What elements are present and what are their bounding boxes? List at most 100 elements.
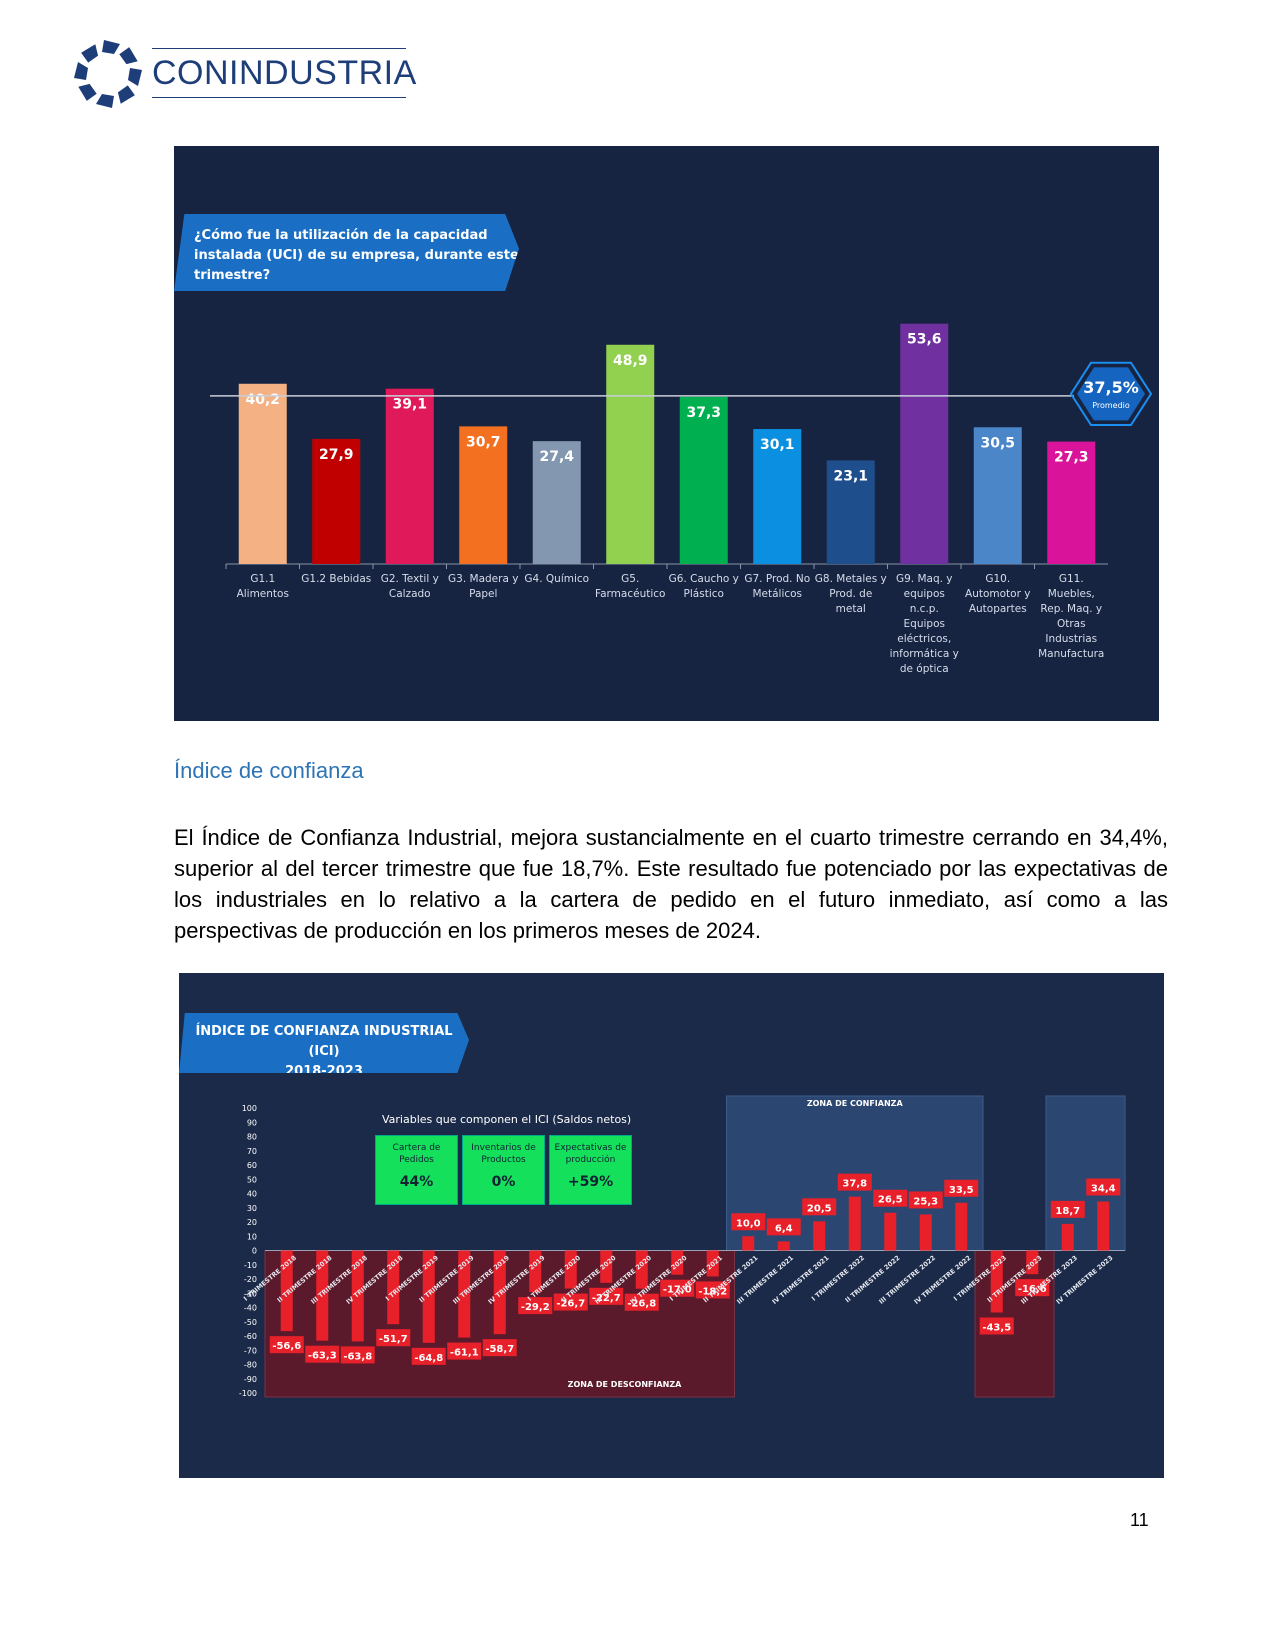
value-label: -63,8 — [343, 1351, 372, 1362]
value-label: 10,0 — [736, 1218, 761, 1229]
value-label: 27,3 — [1054, 450, 1089, 466]
bar — [493, 1250, 506, 1335]
x-tick-label: G3. Madera y Papel — [448, 573, 519, 600]
bar — [973, 427, 1022, 564]
logo-text: CONINDUSTRIA — [152, 54, 417, 92]
component-value: +59% — [567, 1174, 614, 1190]
bar — [1026, 1250, 1039, 1275]
value-label: 34,4 — [1091, 1183, 1116, 1194]
value-label-box — [269, 1336, 304, 1354]
bar — [679, 396, 728, 564]
value-label-box — [908, 1191, 943, 1209]
section-title: Índice de confianza — [174, 758, 364, 783]
value-label: 39,1 — [392, 397, 427, 413]
value-label: 30,1 — [760, 437, 795, 453]
value-label-box — [340, 1346, 375, 1364]
value-label: 30,7 — [466, 434, 501, 450]
value-label-box — [837, 1173, 872, 1191]
value-label: -16,6 — [1018, 1284, 1047, 1295]
bar — [635, 1250, 648, 1289]
component-box: Expectativas de producción +59% — [549, 1135, 632, 1205]
value-label-box — [376, 1329, 411, 1347]
bar — [848, 1196, 861, 1251]
x-tick-label: G11. Muebles, Rep. Maq. y Otras Industri… — [1038, 573, 1105, 660]
y-tick-label: -10 — [244, 1261, 257, 1270]
x-tick-label: G1.2 Bebidas — [301, 573, 372, 585]
value-label: -43,5 — [982, 1322, 1011, 1333]
uci-chart: 40,2 27,9 39,1 30,7 27,4 48,9 37,3 30,1 23,1 53,6… — [174, 146, 1159, 721]
value-label: 48,9 — [613, 353, 648, 369]
average-label: 37,5% — [1083, 378, 1139, 397]
value-label-box — [553, 1293, 588, 1311]
value-label: -58,7 — [485, 1344, 514, 1355]
chart: 40,2 27,9 39,1 30,7 27,4 48,9 37,3 30,1 23,1 53,6… — [210, 323, 1153, 569]
bar — [813, 1221, 826, 1251]
x-tick-label: G5. Farmacéutico — [595, 573, 666, 600]
value-label: -64,8 — [414, 1353, 443, 1364]
y-tick-label: 100 — [242, 1104, 257, 1113]
component-label: Cartera de Pedidos — [392, 1143, 441, 1165]
component-label: Inventarios de Productos — [471, 1143, 536, 1165]
value-label: 6,4 — [775, 1223, 793, 1234]
value-label-box — [731, 1213, 766, 1231]
value-label: 27,9 — [319, 447, 354, 463]
value-label-box — [518, 1297, 553, 1315]
value-label-box — [1086, 1178, 1121, 1196]
y-tick-label: -50 — [244, 1318, 257, 1327]
value-label: 40,2 — [245, 392, 280, 408]
bar — [1097, 1201, 1110, 1251]
logo-mark — [74, 40, 142, 108]
y-tick-label: -90 — [244, 1375, 257, 1384]
bar — [706, 1250, 719, 1277]
y-tick-label: 50 — [247, 1175, 257, 1184]
value-label: -56,6 — [272, 1341, 301, 1352]
y-tick-label: 30 — [247, 1204, 257, 1213]
value-label: -22,7 — [592, 1293, 621, 1304]
x-tick-label: G9. Maq. y equipos n.c.p. Equipos eléctr… — [889, 573, 959, 675]
bar — [600, 1250, 613, 1283]
value-label: -29,2 — [521, 1302, 550, 1313]
bar — [387, 1250, 400, 1325]
bar — [564, 1250, 577, 1289]
value-label: 37,3 — [686, 405, 721, 421]
value-label: -26,8 — [627, 1299, 656, 1310]
y-tick-label: 60 — [247, 1161, 257, 1170]
value-label: 18,7 — [1055, 1206, 1080, 1217]
bar — [606, 344, 655, 564]
value-label: 33,5 — [949, 1185, 974, 1196]
bar — [990, 1250, 1003, 1313]
bar — [742, 1236, 755, 1251]
component-value: 44% — [399, 1174, 434, 1190]
zone-label: ZONA DE CONFIANZA — [807, 1099, 904, 1108]
value-label-box — [305, 1345, 340, 1363]
y-tick-label: -40 — [244, 1304, 257, 1313]
component-box: Inventarios de Productos 0% — [462, 1135, 545, 1205]
value-label-box — [624, 1293, 659, 1311]
bar — [238, 383, 287, 564]
bar — [671, 1250, 684, 1275]
bar — [900, 323, 949, 564]
value-label-box — [589, 1287, 624, 1305]
value-label: 37,8 — [842, 1179, 867, 1190]
value-label-box — [944, 1179, 979, 1197]
value-label-box — [873, 1189, 908, 1207]
component-label: Expectativas de producción — [554, 1143, 627, 1165]
value-label-box — [979, 1317, 1014, 1335]
bar — [280, 1250, 293, 1332]
chart-title: ÍNDICE DE CONFIANZA INDUSTRIAL (ICI) — [195, 1024, 453, 1059]
value-label: 27,4 — [539, 449, 574, 465]
x-tick-label: G6. Caucho y Plástico — [668, 573, 739, 600]
value-label-box — [1050, 1200, 1085, 1218]
bar — [955, 1202, 968, 1251]
zone-confianza — [1045, 1095, 1126, 1251]
value-label-box — [766, 1218, 801, 1236]
average-badge — [1069, 361, 1153, 427]
bar — [532, 441, 581, 564]
y-tick-label: 0 — [252, 1247, 257, 1256]
bar — [753, 429, 802, 564]
page-number: 11 — [1130, 1510, 1149, 1530]
value-label-box — [660, 1279, 695, 1297]
value-label: 25,3 — [913, 1196, 938, 1207]
bar — [1047, 441, 1096, 564]
